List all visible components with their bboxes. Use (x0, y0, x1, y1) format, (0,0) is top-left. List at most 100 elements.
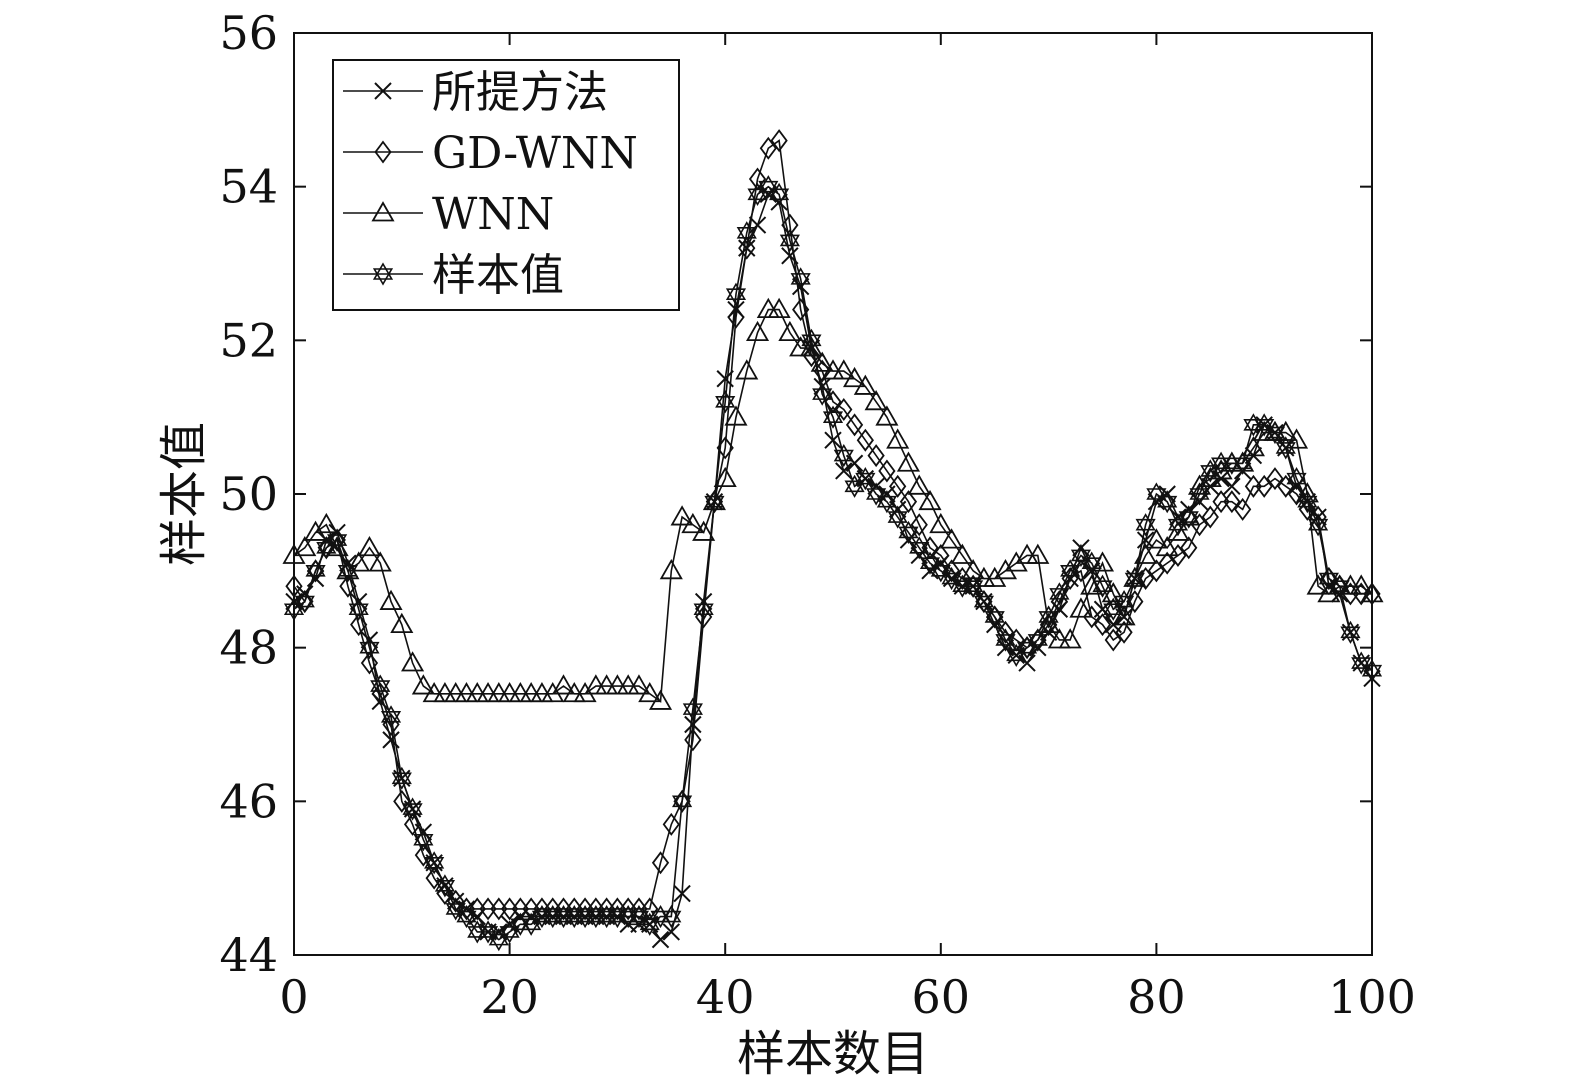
data-point-wnn (627, 674, 651, 695)
data-point-sample (909, 536, 930, 560)
data-point-wnn (368, 551, 392, 572)
data-point-gd-wnn (1158, 551, 1176, 575)
data-point-proposed (845, 454, 864, 472)
data-point-wnn (1306, 574, 1330, 595)
data-point-wnn (357, 535, 382, 557)
series-wnn (282, 297, 1384, 710)
data-point-gd-wnn (1234, 497, 1252, 521)
data-point-sample (1189, 482, 1210, 506)
data-point-wnn (390, 612, 414, 634)
data-point-gd-wnn (1115, 620, 1133, 644)
data-point-wnn (692, 520, 716, 541)
data-point-wnn (1037, 612, 1061, 634)
data-point-sample (456, 904, 477, 929)
data-point-wnn (401, 651, 425, 672)
data-point-gd-wnn (899, 490, 918, 514)
data-point-sample (305, 559, 326, 583)
data-point-wnn (1069, 597, 1093, 618)
data-point-gd-wnn (393, 789, 411, 813)
data-point-sample (1113, 589, 1135, 614)
data-point-wnn (907, 474, 931, 495)
data-point-sample (693, 597, 714, 621)
x-tick-label: 0 (279, 970, 308, 1024)
data-point-sample (963, 574, 984, 598)
data-point-wnn (1004, 551, 1028, 572)
data-point-gd-wnn (1180, 536, 1198, 560)
data-point-gd-wnn (1093, 613, 1112, 637)
data-point-sample (359, 636, 380, 660)
data-point-sample (725, 282, 747, 306)
data-point-sample (402, 797, 423, 821)
data-point-wnn (541, 681, 565, 703)
legend-markers (343, 82, 423, 286)
data-point-gd-wnn (1083, 605, 1101, 629)
x-tick-label: 40 (696, 970, 755, 1024)
legend-label-gd-wnn: GD-WNN (432, 128, 638, 179)
data-point-gd-wnn (738, 236, 756, 260)
data-point-sample (1178, 505, 1199, 529)
data-point-sample (1135, 513, 1156, 537)
data-point-sample (424, 851, 445, 875)
data-point-proposed (835, 462, 853, 480)
data-point-sample (995, 628, 1016, 652)
data-point-wnn (1155, 535, 1179, 557)
data-point-wnn (1026, 543, 1050, 564)
data-point-gd-wnn (727, 305, 745, 329)
data-point-wnn (1134, 543, 1158, 564)
data-point-sample (370, 674, 391, 698)
y-tick-label: 56 (219, 6, 278, 60)
data-point-wnn (918, 489, 942, 511)
data-point-wnn (735, 359, 759, 380)
data-point-wnn (411, 674, 435, 695)
legend-label-proposed: 所提方法 (432, 67, 608, 118)
data-point-wnn (993, 559, 1018, 580)
data-point-proposed (684, 715, 702, 734)
data-point-sample (294, 589, 315, 614)
data-point-sample (1329, 574, 1350, 598)
data-point-sample (682, 697, 703, 721)
data-point-sample (1275, 436, 1296, 460)
data-point-wnn (745, 320, 770, 342)
data-point-gd-wnn (1266, 467, 1284, 491)
data-point-wnn (853, 374, 877, 395)
data-point-sample (876, 490, 897, 514)
data-point-gd-wnn (835, 397, 853, 421)
data-point-sample (1092, 574, 1113, 598)
data-point-wnn (724, 405, 748, 426)
data-point-sample (1038, 605, 1059, 629)
data-point-wnn (864, 389, 888, 411)
data-point-proposed (651, 930, 670, 949)
data-point-wnn (940, 528, 964, 549)
data-point-wnn (379, 589, 403, 610)
y-tick-label: 44 (219, 928, 278, 982)
data-point-wnn (886, 428, 910, 449)
data-point-gd-wnn (1104, 628, 1122, 652)
x-tick-label: 80 (1127, 970, 1186, 1024)
data-point-sample (1308, 513, 1329, 537)
data-point-gd-wnn (770, 129, 788, 153)
data-point-gd-wnn (662, 812, 680, 836)
data-point-gd-wnn (953, 567, 971, 591)
data-point-gd-wnn (1201, 505, 1219, 529)
data-point-wnn (1144, 528, 1168, 549)
data-point-proposed (673, 884, 691, 903)
data-point-gd-wnn (802, 344, 821, 368)
data-point-sample (1297, 490, 1318, 514)
data-point-proposed (662, 923, 681, 941)
data-point-wnn (681, 512, 705, 534)
data-point-wnn (929, 512, 953, 534)
data-point-wnn (1198, 466, 1222, 488)
data-point-sample (1049, 582, 1070, 606)
data-point-wnn (314, 512, 338, 534)
data-point-sample (973, 589, 995, 614)
data-point-wnn (1349, 574, 1373, 595)
data-point-gd-wnn (1136, 567, 1155, 591)
data-point-wnn (573, 681, 597, 703)
data-point-wnn (304, 520, 328, 541)
data-point-gd-wnn (1223, 490, 1241, 514)
data-point-gd-wnn (910, 513, 928, 537)
data-point-gd-wnn (845, 413, 864, 437)
data-point-sample (1340, 620, 1361, 644)
data-point-sample (1157, 490, 1178, 514)
